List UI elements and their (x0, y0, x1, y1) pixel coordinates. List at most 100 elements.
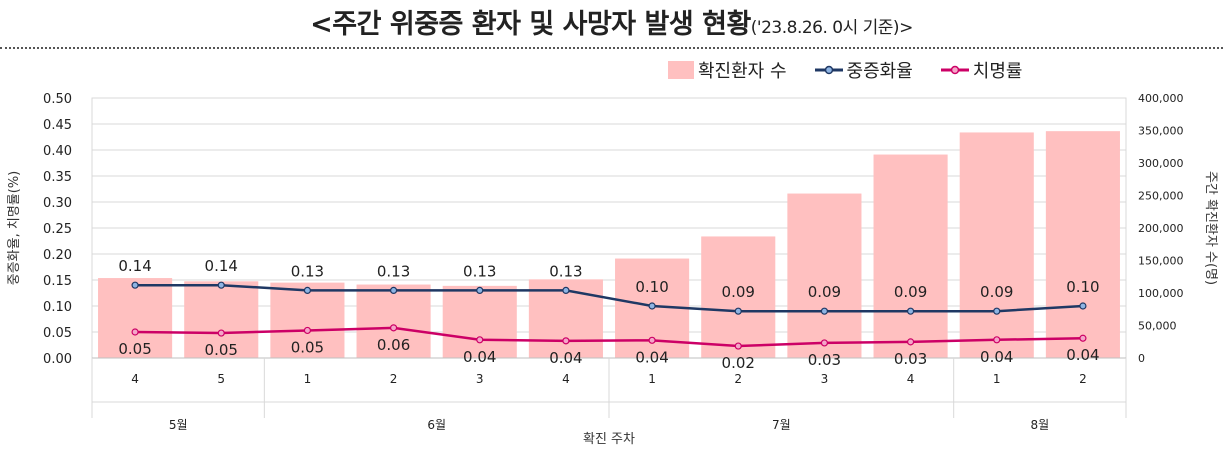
y-left-axis-title: 중증화율, 치명률(%) (7, 171, 22, 285)
series-point-severity (820, 307, 829, 315)
data-label-fatality: 0.04 (980, 348, 1013, 366)
legend-swatch-severity (814, 65, 843, 75)
x-tick-label: 1 (648, 372, 656, 386)
y-right-tick-label: 300,000 (1138, 157, 1184, 170)
legend-swatch-cases (668, 61, 694, 79)
legend-item-severity: 중증화율 (814, 57, 913, 83)
x-axis-title: 확진 주차 (583, 432, 635, 447)
x-tick-label: 3 (821, 372, 829, 386)
x-group-label: 8월 (1030, 418, 1049, 432)
x-tick-label: 2 (390, 372, 398, 386)
legend-label-severity: 중증화율 (846, 61, 913, 82)
y-left-tick-label: 0.30 (43, 196, 72, 211)
y-left-tick-label: 0.35 (43, 170, 72, 185)
data-label-fatality: 0.03 (808, 351, 841, 369)
bar-cases (270, 282, 345, 358)
data-label-severity: 0.14 (205, 257, 238, 275)
data-label-severity: 0.10 (635, 278, 668, 296)
legend-item-cases: 확진환자 수 (668, 57, 787, 83)
x-group-label: 6월 (427, 418, 446, 432)
x-tick-label: 5 (217, 372, 225, 386)
title-divider (0, 47, 1223, 49)
series-point-fatality (131, 328, 139, 336)
y-right-tick-label: 200,000 (1138, 222, 1184, 235)
series-point-severity (389, 286, 398, 294)
series-point-fatality (648, 336, 656, 344)
series-point-fatality (217, 329, 225, 337)
series-point-severity (217, 281, 225, 289)
data-label-severity: 0.13 (463, 262, 496, 280)
y-right-tick-label: 150,000 (1138, 255, 1184, 268)
y-right-axis-title: 주간 확진환자 수(명) (1203, 171, 1218, 285)
data-label-fatality: 0.02 (722, 354, 755, 372)
x-tick-label: 4 (131, 372, 139, 386)
legend: 확진환자 수 중증화율 치명률 (668, 58, 1050, 82)
data-label-fatality: 0.04 (463, 348, 496, 366)
x-tick-label: 4 (907, 372, 915, 386)
series-point-fatality (993, 336, 1001, 344)
data-label-fatality: 0.06 (377, 336, 410, 354)
series-line-fatality (135, 326, 1083, 348)
x-tick-label: 1 (993, 372, 1001, 386)
series-point-fatality (734, 342, 742, 350)
bar-cases (701, 236, 776, 358)
y-left-tick-label: 0.10 (43, 300, 72, 315)
data-label-severity: 0.09 (980, 283, 1013, 301)
series-point-fatality (303, 326, 312, 335)
series-point-fatality (1079, 334, 1087, 342)
y-left-tick-label: 0.50 (43, 92, 72, 107)
data-label-severity: 0.13 (377, 262, 410, 280)
series-point-fatality (820, 339, 829, 347)
series-point-severity (648, 302, 656, 310)
data-label-fatality: 0.03 (894, 350, 927, 368)
bar-cases (356, 284, 431, 358)
series-point-fatality (906, 338, 915, 346)
data-label-fatality: 0.05 (118, 340, 151, 358)
series-point-severity (303, 286, 312, 294)
data-label-severity: 0.10 (1066, 278, 1099, 296)
y-right-tick-label: 100,000 (1138, 287, 1184, 300)
y-right-tick-label: 400,000 (1138, 92, 1184, 105)
data-label-severity: 0.14 (118, 257, 151, 275)
y-left-tick-label: 0.40 (43, 144, 72, 159)
y-right-tick-label: 350,000 (1138, 125, 1184, 138)
y-right-tick-label: 50,000 (1138, 320, 1177, 333)
chart-title-date: ('23.8.26. 0시 기준)> (750, 18, 914, 38)
data-label-severity: 0.09 (808, 283, 841, 301)
series-line-severity (135, 283, 1083, 313)
bar-cases (1045, 131, 1120, 358)
data-label-severity: 0.09 (894, 283, 927, 301)
bar-cases (787, 193, 862, 358)
data-label-fatality: 0.04 (1066, 346, 1099, 364)
x-group-label: 5월 (169, 418, 188, 432)
x-tick-label: 2 (1079, 372, 1087, 386)
x-tick-label: 1 (304, 372, 312, 386)
data-label-fatality: 0.04 (635, 348, 668, 366)
chart-title-main: <주간 위중증 환자 및 사망자 발생 현황 (310, 9, 751, 40)
series-point-severity (562, 286, 570, 294)
x-group-label: 7월 (772, 418, 791, 432)
legend-item-fatality: 치명률 (940, 57, 1023, 83)
data-label-fatality: 0.05 (291, 338, 324, 356)
series-point-severity (993, 307, 1001, 315)
y-left-tick-label: 0.00 (43, 352, 72, 367)
x-tick-label: 3 (476, 372, 484, 386)
bar-cases (873, 154, 948, 358)
series-point-severity (734, 307, 742, 315)
y-left-tick-label: 0.15 (43, 274, 72, 289)
y-left-tick-label: 0.45 (43, 118, 72, 133)
legend-label-fatality: 치명률 (972, 61, 1023, 82)
y-right-tick-label: 250,000 (1138, 190, 1184, 203)
series-point-severity (131, 281, 139, 289)
bar-cases (959, 132, 1034, 358)
series-point-fatality (389, 324, 398, 332)
data-label-fatality: 0.04 (549, 349, 582, 367)
legend-swatch-fatality (940, 65, 969, 75)
x-tick-label: 4 (562, 372, 570, 386)
series-point-severity (906, 307, 915, 315)
y-right-tick-label: 0 (1138, 352, 1145, 365)
bar-cases (184, 281, 259, 358)
data-label-fatality: 0.05 (205, 341, 238, 359)
legend-label-cases: 확진환자 수 (698, 61, 787, 82)
